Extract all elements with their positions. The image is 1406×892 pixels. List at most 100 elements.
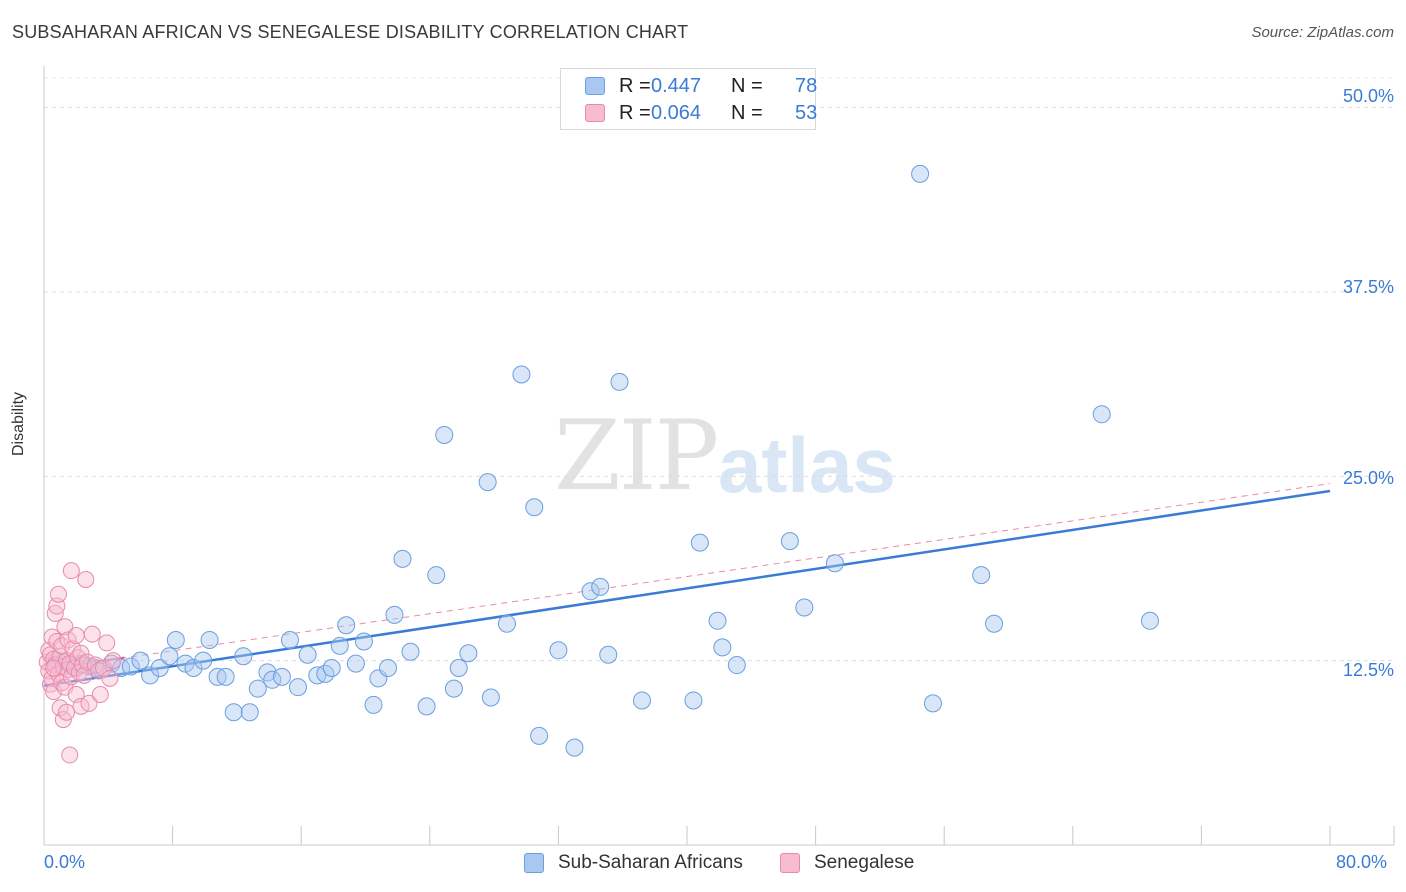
senegalese-point: [62, 562, 80, 580]
sub-saharan-point: [141, 666, 160, 685]
sub-saharan-point: [708, 611, 727, 630]
senegalese-trend-line: [43, 483, 1331, 670]
sub-saharan-point: [459, 644, 478, 663]
bottom-legend-label: Sub-Saharan Africans: [558, 852, 743, 873]
senegalese-point: [49, 585, 67, 603]
x-tick-label: 80.0%: [1336, 852, 1388, 872]
sub-saharan-point: [435, 425, 454, 444]
sub-saharan-point: [1092, 405, 1111, 424]
sub-saharan-point: [591, 577, 610, 596]
legend-n-value: 78: [795, 75, 818, 97]
senegalese-point: [58, 703, 76, 721]
sub-saharan-point: [727, 656, 746, 675]
watermark-atlas: atlas: [718, 421, 896, 509]
sub-saharan-trend-line: [43, 489, 1331, 687]
senegalese-point: [104, 652, 122, 670]
data-points: [38, 164, 1159, 764]
sub-saharan-point: [581, 582, 600, 601]
sub-saharan-point: [478, 473, 497, 492]
senegalese-point: [77, 571, 95, 588]
sub-saharan-point: [923, 694, 942, 713]
sub-saharan-point: [549, 641, 568, 660]
senegalese-point: [61, 746, 79, 764]
legend-swatch-blue: [585, 77, 605, 95]
chart-title: SUBSAHARAN AFRICAN VS SENEGALESE DISABIL…: [12, 22, 689, 42]
sub-saharan-point: [354, 632, 373, 651]
senegalese-point: [64, 640, 82, 658]
sub-saharan-point: [248, 679, 267, 698]
legend-r-value: 0.447: [651, 75, 702, 97]
sub-saharan-point: [911, 164, 930, 183]
bottom-legend-label: Senegalese: [814, 852, 915, 873]
y-tick-label: 37.5%: [1342, 277, 1394, 297]
sub-saharan-point: [444, 679, 463, 698]
sub-saharan-point: [385, 605, 404, 624]
sub-saharan-point: [565, 738, 584, 757]
y-tick-label: 50.0%: [1342, 86, 1394, 106]
sub-saharan-point: [150, 659, 169, 677]
sub-saharan-point: [280, 630, 299, 649]
sub-saharan-point: [825, 554, 844, 573]
sub-saharan-point: [337, 616, 356, 635]
senegalese-point: [62, 668, 80, 686]
sub-saharan-point: [272, 667, 291, 686]
sub-saharan-point: [393, 549, 412, 568]
sub-saharan-point: [1140, 611, 1159, 630]
senegalese-point: [67, 627, 85, 645]
sub-saharan-point: [364, 695, 383, 714]
sub-saharan-point: [184, 659, 203, 677]
sub-saharan-point: [194, 651, 213, 670]
sub-saharan-point: [985, 614, 1004, 633]
sub-saharan-point: [713, 638, 732, 657]
y-tick-label: 12.5%: [1342, 660, 1394, 680]
sub-saharan-point: [160, 647, 179, 666]
legend-r-value: 0.064: [651, 102, 702, 124]
sub-saharan-point: [176, 654, 195, 673]
sub-saharan-point: [481, 688, 500, 707]
legend-r-label: R =: [619, 102, 651, 124]
senegalese-point: [101, 669, 119, 687]
senegalese-trend-segment: [43, 656, 125, 671]
senegalese-point: [83, 625, 101, 643]
sub-saharan-point: [200, 630, 219, 649]
senegalese-point: [91, 686, 109, 704]
sub-saharan-point: [610, 372, 629, 391]
sub-saharan-point: [427, 566, 446, 585]
sub-saharan-point: [449, 659, 468, 677]
trend-lines: [43, 483, 1331, 687]
sub-saharan-point: [780, 532, 799, 551]
sub-saharan-point: [795, 598, 814, 617]
senegalese-point: [45, 659, 63, 677]
source-label: Source: ZipAtlas.com: [1251, 24, 1394, 41]
sub-saharan-point: [632, 691, 651, 710]
bottom-legend-swatch-pink: [780, 853, 800, 873]
sub-saharan-point: [131, 651, 150, 670]
sub-saharan-point: [298, 645, 317, 664]
sub-saharan-point: [166, 630, 185, 649]
sub-saharan-point: [121, 657, 140, 676]
sub-saharan-point: [525, 498, 544, 517]
sub-saharan-point: [497, 614, 516, 633]
watermark-zip: ZIP: [554, 400, 719, 512]
sub-saharan-point: [512, 365, 531, 384]
sub-saharan-point: [684, 691, 703, 710]
y-axis-label: Disability: [10, 391, 27, 456]
sub-saharan-point: [417, 697, 436, 716]
senegalese-point: [56, 618, 74, 636]
y-tick-label: 25.0%: [1342, 468, 1394, 488]
legend-n-value: 53: [795, 102, 818, 124]
sub-saharan-point: [972, 566, 991, 585]
sub-saharan-point: [330, 636, 349, 655]
sub-saharan-point: [379, 659, 398, 677]
sub-saharan-point: [240, 703, 259, 722]
legend-r-label: R =: [619, 75, 651, 97]
axes: [43, 66, 1395, 846]
sub-saharan-point: [599, 645, 618, 664]
senegalese-point: [98, 634, 116, 652]
senegalese-point: [59, 631, 77, 649]
sub-saharan-point: [234, 647, 253, 666]
sub-saharan-point: [224, 703, 243, 722]
bottom-legend-swatch-blue: [524, 853, 544, 873]
sub-saharan-point: [346, 654, 365, 673]
